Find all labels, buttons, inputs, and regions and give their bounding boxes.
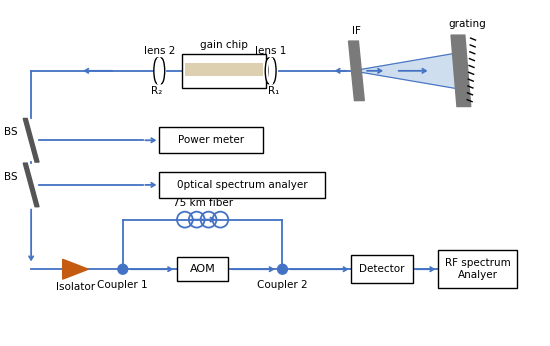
Bar [160, 172, 325, 198]
Bar [269, 58, 273, 84]
Polygon shape [361, 53, 457, 89]
Text: grating: grating [448, 19, 486, 29]
Ellipse shape [154, 58, 161, 84]
Text: R₂: R₂ [151, 86, 162, 95]
Text: BS: BS [4, 127, 18, 137]
Bar [438, 251, 517, 288]
Polygon shape [23, 163, 39, 207]
Bar [160, 127, 263, 153]
Text: Detector: Detector [359, 264, 405, 274]
Circle shape [278, 264, 288, 274]
Ellipse shape [158, 58, 164, 84]
Bar [185, 63, 263, 76]
Text: lens 2: lens 2 [144, 46, 175, 56]
Text: gain chip: gain chip [200, 40, 248, 50]
Text: 75 km fiber: 75 km fiber [173, 198, 233, 208]
Bar [351, 255, 412, 283]
Bar [157, 58, 161, 84]
Text: BS: BS [4, 172, 18, 182]
Text: IF: IF [352, 26, 361, 36]
Bar [182, 54, 266, 88]
Ellipse shape [269, 58, 276, 84]
Ellipse shape [265, 58, 272, 84]
Polygon shape [63, 259, 89, 279]
Bar [177, 257, 228, 281]
Text: Coupler 1: Coupler 1 [97, 280, 148, 290]
Text: Isolator: Isolator [56, 282, 95, 292]
Text: R₁: R₁ [268, 86, 279, 95]
Text: Power meter: Power meter [178, 135, 244, 145]
Text: AOM: AOM [190, 264, 216, 274]
Circle shape [118, 264, 128, 274]
Text: RF spectrum
Analyer: RF spectrum Analyer [445, 258, 510, 280]
Polygon shape [23, 118, 39, 162]
Text: Coupler 2: Coupler 2 [257, 280, 308, 290]
Text: 0ptical spectrum analyer: 0ptical spectrum analyer [177, 180, 307, 190]
Text: lens 1: lens 1 [255, 46, 287, 56]
Polygon shape [451, 35, 471, 107]
Polygon shape [349, 41, 364, 101]
